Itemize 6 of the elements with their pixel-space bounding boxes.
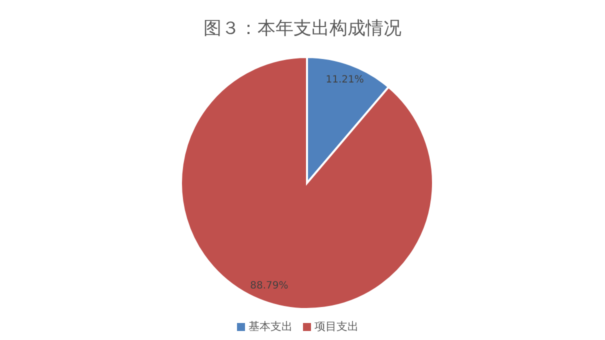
pie-slice (180, 56, 434, 310)
chart-title: 图３：本年支出构成情况 (202, 17, 402, 40)
data-label: 11.21% (326, 74, 364, 86)
legend-label: 基本支出 (248, 320, 292, 333)
data-label: 88.79% (250, 280, 288, 292)
legend-label: 项目支出 (314, 320, 358, 333)
